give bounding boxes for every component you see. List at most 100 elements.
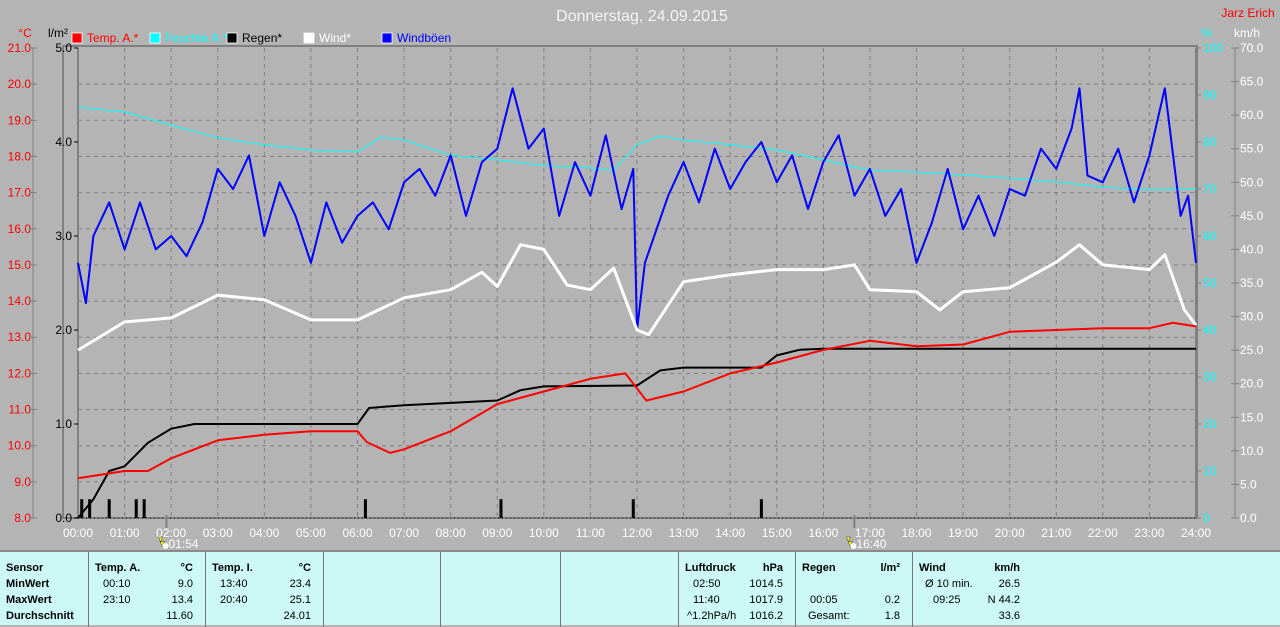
x-tick-label: 12:00 — [622, 526, 652, 540]
wind-tick-label: 10.0 — [1240, 444, 1264, 458]
humidity-tick-label: 70 — [1203, 182, 1217, 196]
plot-frame — [62, 45, 1198, 519]
legend-label: Feuchte A.* — [165, 31, 227, 45]
wind-tick-label: 0.0 — [1240, 511, 1257, 525]
x-tick-label: 08:00 — [436, 526, 466, 540]
pressure-max-time: 11:40 — [693, 594, 720, 606]
x-tick-label: 09:00 — [482, 526, 512, 540]
series-line-regen — [77, 347, 1196, 519]
statistics-table: Sensor MinWert MaxWert Durchschnitt Temp… — [0, 550, 1280, 627]
wind-tick-label: 70.0 — [1240, 41, 1264, 55]
temp-i-max: 25.1 — [289, 594, 311, 606]
rain-bar — [134, 499, 138, 518]
rain-bar — [759, 499, 763, 518]
pressure-unit: hPa — [762, 562, 783, 574]
legend-swatch — [226, 32, 238, 44]
pressure-min-time: 02:50 — [693, 578, 721, 590]
series-line-wind — [77, 243, 1198, 352]
row-label-min: MinWert — [6, 578, 50, 590]
sensor-header: Sensor — [6, 562, 44, 574]
rain-tick-label: 3.0 — [55, 229, 72, 243]
temp-tick-label: 8.0 — [14, 511, 31, 525]
x-tick-label: 04:00 — [249, 526, 279, 540]
temp-tick-label: 14.0 — [8, 294, 32, 308]
humidity-tick-label: 60 — [1203, 229, 1217, 243]
x-tick-label: 23:00 — [1134, 526, 1164, 540]
humidity-axis-unit: % — [1201, 26, 1212, 40]
temp-a-avg: 11.60 — [166, 610, 193, 622]
sun-events: 01:54 16:40 — [158, 515, 887, 550]
wind-avg10: 26.5 — [998, 578, 1020, 590]
rain-max: 0.2 — [884, 594, 900, 606]
rain-max-time: 00:05 — [810, 594, 838, 606]
x-tick-label: 13:00 — [669, 526, 699, 540]
legend-label: Regen* — [242, 31, 282, 45]
x-tick-label: 19:00 — [948, 526, 978, 540]
series-line-feuchtea — [77, 106, 1197, 191]
stats-col-empty-3 — [560, 552, 678, 627]
rain-total-label: Gesamt: — [808, 610, 850, 622]
wind-tick-label: 55.0 — [1240, 142, 1264, 156]
temp-tick-label: 9.0 — [14, 475, 31, 489]
x-tick-label: 06:00 — [342, 526, 372, 540]
wind-tick-label: 60.0 — [1240, 108, 1264, 122]
temp-i-min: 23.4 — [289, 578, 311, 590]
rain-bar — [107, 499, 111, 518]
legend-label: Windböen — [397, 31, 451, 45]
legend: Temp. A.* Feuchte A.* Regen* Wind* Windböen — [71, 31, 451, 45]
sunset-time: 16:40 — [856, 537, 886, 550]
x-tick-label: 03:00 — [203, 526, 233, 540]
stats-col-temp-i: Temp. I. °C 13:40 23.4 20:40 25.1 24.01 — [205, 552, 323, 627]
author-label: Jarz Erich — [1221, 6, 1274, 20]
wind-tick-label: 5.0 — [1240, 477, 1257, 491]
temp-a-min: 9.0 — [177, 578, 193, 590]
temp-tick-label: 20.0 — [8, 77, 32, 91]
temp-i-header: Temp. I. — [212, 562, 253, 574]
wind-header: Wind — [919, 562, 946, 574]
temp-i-max-time: 20:40 — [220, 594, 248, 606]
temp-tick-label: 12.0 — [8, 366, 32, 380]
wind-max: N 44.2 — [987, 594, 1020, 606]
rain-axis-unit: l/m² — [48, 26, 68, 40]
sunset-sun-icon — [850, 543, 857, 549]
temp-tick-label: 18.0 — [8, 149, 32, 163]
stats-col-rain: Regen l/m² 00:05 0.2 Gesamt: 1.8 — [795, 552, 912, 627]
humidity-tick-label: 90 — [1203, 88, 1217, 102]
temp-tick-label: 10.0 — [8, 439, 32, 453]
rain-unit: l/m² — [880, 562, 900, 574]
x-tick-label: 18:00 — [901, 526, 931, 540]
temp-a-min-time: 00:10 — [103, 578, 131, 590]
temp-a-max-time: 23:10 — [103, 594, 131, 606]
x-tick-label: 10:00 — [529, 526, 559, 540]
series — [77, 87, 1198, 519]
legend-swatch — [303, 32, 315, 44]
rain-total: 1.8 — [884, 610, 900, 622]
sunrise-sun-icon — [162, 543, 169, 549]
weather-chart: Donnerstag, 24.09.2015 Jarz Erich °C l/m… — [8, 6, 1275, 550]
temp-tick-label: 16.0 — [8, 222, 32, 236]
humidity-tick-label: 10 — [1203, 464, 1217, 478]
wind-tick-label: 20.0 — [1240, 377, 1264, 391]
rain-bar — [631, 499, 635, 518]
rain-tick-label: 4.0 — [55, 135, 72, 149]
rain-bar — [499, 499, 503, 518]
rain-bar — [142, 499, 146, 518]
chart-title: Donnerstag, 24.09.2015 — [556, 8, 728, 25]
rain-bar — [363, 499, 367, 518]
x-tick-label: 17:00 — [855, 526, 885, 540]
temp-tick-label: 17.0 — [8, 186, 32, 200]
rain-bar — [80, 499, 84, 518]
x-tick-label: 07:00 — [389, 526, 419, 540]
sunrise-time: 01:54 — [169, 537, 199, 550]
x-tick-label: 21:00 — [1041, 526, 1071, 540]
x-tick-label: 16:00 — [808, 526, 838, 540]
stats-col-sensor: Sensor MinWert MaxWert Durchschnitt — [0, 552, 88, 627]
wind-tick-label: 35.0 — [1240, 276, 1264, 290]
humidity-tick-label: 0 — [1203, 511, 1210, 525]
wind-tick-label: 15.0 — [1240, 410, 1264, 424]
x-tick-label: 22:00 — [1088, 526, 1118, 540]
temp-a-unit: °C — [180, 562, 193, 574]
humidity-tick-label: 80 — [1203, 135, 1217, 149]
rain-tick-label: 5.0 — [55, 41, 72, 55]
pressure-header: Luftdruck — [685, 562, 736, 574]
